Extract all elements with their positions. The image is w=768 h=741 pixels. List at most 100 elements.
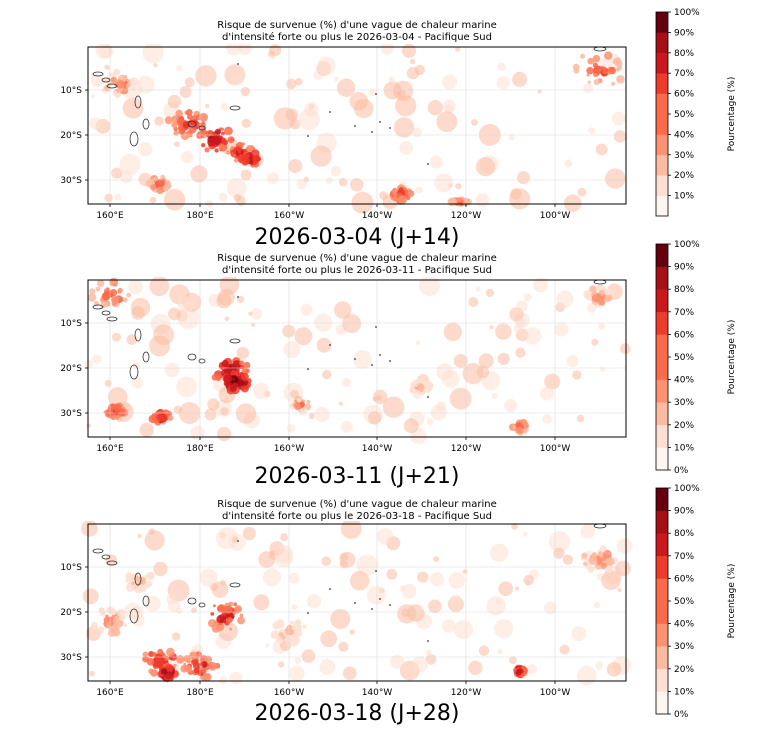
risk-cell [442,619,456,633]
risk-cell [442,74,458,90]
risk-cell [343,666,357,680]
risk-cell [368,411,382,425]
risk-cell [430,404,447,421]
risk-cell [491,392,498,399]
risk-cell [219,676,228,685]
island-outline [187,597,197,605]
risk-cell [227,136,235,144]
risk-cell [229,671,243,685]
map-title: Risque de survenue (%) d'une vague de ch… [88,253,626,277]
heatwave-risk-map: 160°E 180°E 160°W 140°W 120°W 100°W 10°S 20°S 30… [60,44,627,221]
lat-tick-label: 10°S [60,86,82,96]
coastlines [92,523,607,642]
risk-cell [242,527,256,541]
colorbar-tick-label: 10% [674,443,694,453]
risk-cell [339,560,348,569]
risk-cell [299,402,305,408]
risk-cell [89,117,102,130]
risk-cell [90,94,95,99]
risk-cell [210,612,215,616]
risk-cell [350,178,364,192]
risk-cell [113,282,118,287]
risk-cell [109,72,113,76]
colorbar-tick-label: 0% [674,466,689,476]
risk-cell [593,69,597,73]
graticule [88,280,626,437]
risk-cell [349,629,355,635]
risk-cell [131,377,143,389]
risk-cell [197,664,201,668]
risk-cell [576,665,597,686]
risk-cell [478,353,494,369]
risk-cell [228,533,246,551]
lon-tick-label: 120°W [451,444,482,454]
island-dot [375,326,377,328]
lon-tick-label: 160°W [274,688,305,698]
risk-cell [576,414,585,423]
risk-cell [588,127,596,135]
risk-cell [515,347,526,358]
risk-cell [154,116,164,126]
risk-cell [341,377,351,388]
risk-cell [580,524,596,539]
risk-cell [148,414,157,424]
risk-cell [224,126,233,136]
risk-cell [426,418,434,425]
colorbar: 0% 10% 20% 30% 40% 50% 60% 70% 80% 90% 100% Pourcen… [655,484,737,720]
risk-cell [616,538,633,554]
risk-cell [113,403,122,412]
risk-cell [586,67,594,75]
risk-cell [239,613,244,618]
risk-cell [571,626,587,642]
risk-cell [475,157,496,177]
risk-cell [133,575,139,581]
risk-cell [232,154,236,158]
risk-cell [286,78,297,90]
island-outline [142,595,150,607]
colorbar-tick-label: 100% [674,8,700,18]
risk-cell [616,65,623,71]
risk-cell [338,401,343,406]
risk-cell [587,80,591,84]
risk-cell [86,423,91,428]
risk-cell [504,399,518,413]
risk-cell [613,130,627,143]
risk-cell [443,322,463,342]
risk-cell [598,322,606,330]
risk-cell [572,63,580,71]
lat-tick-label: 10°S [60,563,82,573]
risk-cell [468,297,479,307]
risk-cell [228,601,234,607]
risk-cell [232,360,242,369]
colorbar-segment [656,114,668,135]
colorbar-segment [656,623,668,647]
risk-cell [296,179,307,190]
risk-cell [211,374,218,381]
risk-cell [126,292,132,298]
risk-cell [292,633,299,639]
risk-cell [164,362,180,378]
risk-cell [516,300,528,312]
risk-cell [121,87,129,95]
risk-cell [204,674,211,680]
risk-cell [340,552,349,562]
risk-cell [497,352,510,365]
risk-cell [195,65,217,87]
risk-cell [226,178,247,198]
risk-cell [164,116,173,125]
risk-cell [108,620,114,626]
risk-cell [218,192,228,202]
risk-cell [173,663,177,668]
risk-cell [494,619,514,639]
risk-cell [233,158,239,163]
risk-cell [291,604,298,611]
risk-cell [171,632,181,641]
risk-cell [617,587,622,593]
risk-cell [619,343,631,355]
island-dot [427,163,429,165]
risk-cell [606,662,622,677]
risk-cell [601,570,621,591]
map-title-line2: d'intensité forte ou plus le 2026-03-18 … [222,511,492,522]
risk-cell [338,177,348,187]
colorbar-tick-label: 80% [674,49,694,59]
